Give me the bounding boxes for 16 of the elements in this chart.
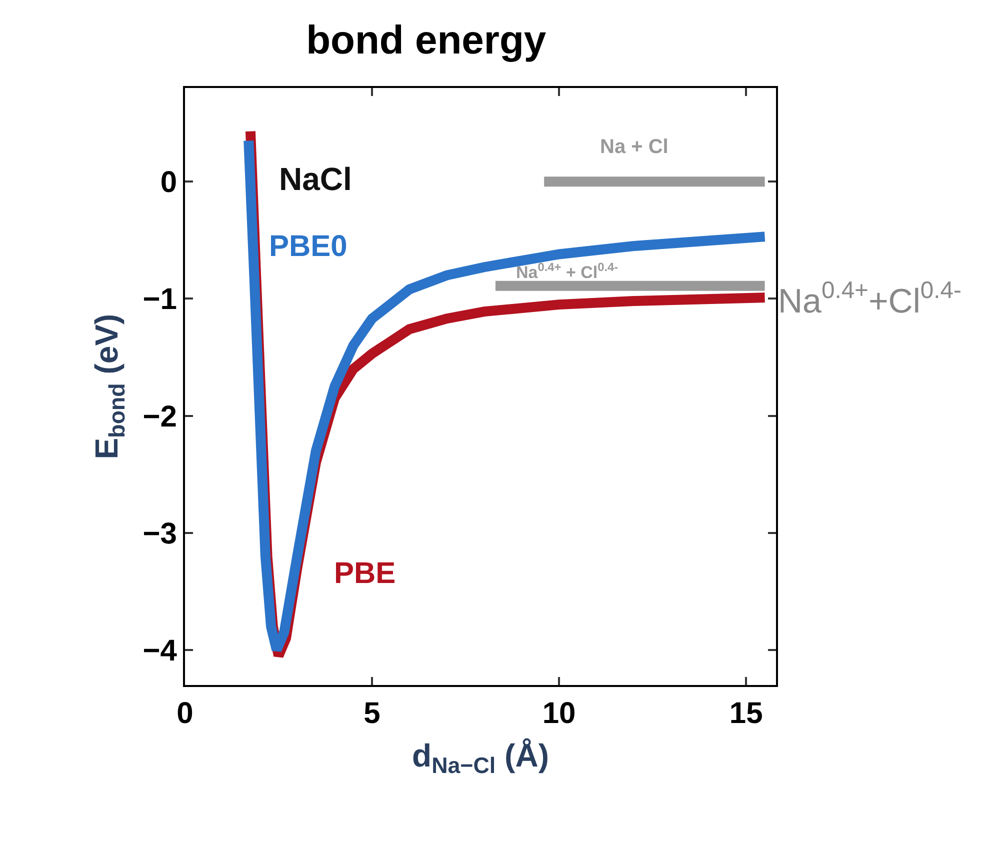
- series-label: Na + Cl: [600, 136, 668, 158]
- y-tick-label: −1: [142, 283, 177, 316]
- x-tick-label: 15: [729, 697, 763, 730]
- text: Na$^{0.4+}$+Cl$^{0.4-}$: [778, 277, 962, 320]
- annotation: NaCl: [279, 161, 352, 197]
- chart-title: bond energy: [306, 18, 547, 62]
- y-tick-label: −3: [142, 517, 177, 550]
- series-label: PBE: [334, 557, 396, 590]
- x-tick-label: 5: [364, 697, 380, 730]
- y-tick-label: 0: [160, 166, 177, 200]
- y-tick-label: −4: [142, 634, 178, 668]
- series-label: Na$^{0.4+}$ + Cl$^{0.4-}$: [516, 260, 618, 282]
- y-tick-label: −2: [142, 400, 177, 434]
- x-tick-label: 10: [542, 697, 576, 730]
- x-axis-title: d$_{Na−Cl}$ (Å): [412, 737, 549, 778]
- series-label: PBE0: [269, 230, 348, 263]
